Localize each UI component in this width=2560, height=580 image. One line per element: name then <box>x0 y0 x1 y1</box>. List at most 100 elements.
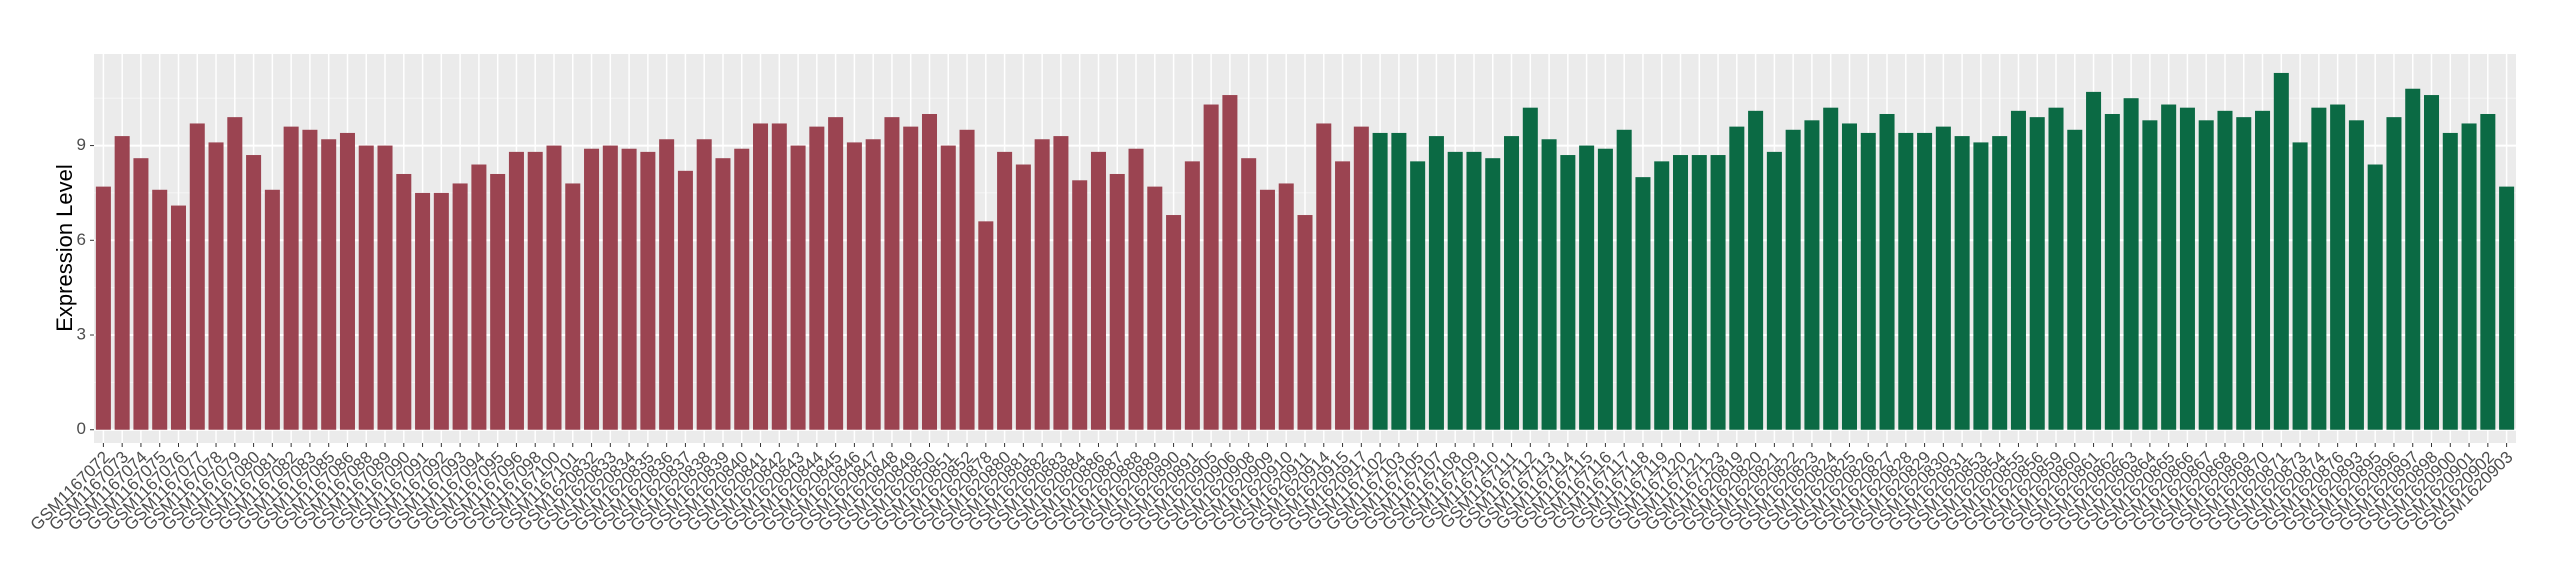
bar <box>978 221 994 430</box>
bar <box>2067 129 2083 430</box>
bar <box>2198 120 2214 430</box>
bar <box>2442 132 2458 430</box>
bar <box>1672 155 1689 430</box>
bar <box>2330 104 2346 430</box>
bar <box>1353 126 1369 430</box>
bar <box>1766 151 1782 430</box>
bar <box>527 151 543 430</box>
bar <box>809 126 825 430</box>
bar <box>2236 117 2252 430</box>
bar <box>321 139 337 430</box>
bar <box>1504 136 1520 430</box>
bar <box>490 173 506 430</box>
bar <box>1428 136 1444 430</box>
bar <box>1579 145 1595 430</box>
bar <box>433 192 449 430</box>
bar <box>621 148 637 430</box>
bar <box>415 192 431 430</box>
y-tick-label: 0 <box>77 419 86 438</box>
bar <box>2311 107 2327 430</box>
bar <box>1297 215 1313 430</box>
bar <box>2029 117 2045 430</box>
bar <box>2348 120 2364 430</box>
bar <box>1917 132 1933 430</box>
bar <box>1241 158 1257 430</box>
bar <box>1710 155 1726 430</box>
bar <box>114 136 130 430</box>
bar <box>264 189 280 430</box>
bar <box>1447 151 1463 430</box>
bar <box>753 123 769 430</box>
bar <box>2405 88 2421 430</box>
bar <box>1804 120 1820 430</box>
bar <box>227 117 243 430</box>
bar <box>1616 129 1632 430</box>
bar <box>1973 142 1989 430</box>
bar <box>95 186 111 430</box>
bar <box>1053 136 1069 430</box>
bar <box>1372 132 1388 430</box>
bar <box>302 129 318 430</box>
bar <box>1203 104 1219 430</box>
bar <box>640 151 656 430</box>
bar <box>1879 113 1895 430</box>
bar <box>1748 110 1764 430</box>
bar <box>565 183 581 430</box>
bar <box>1560 155 1576 430</box>
bar <box>2367 164 2383 430</box>
bar <box>2424 95 2440 430</box>
bar <box>734 148 750 430</box>
bar <box>358 145 374 430</box>
bar <box>170 205 186 430</box>
bar <box>1410 161 1426 430</box>
bar <box>1635 177 1651 430</box>
bar <box>133 158 149 430</box>
bar <box>584 148 600 430</box>
bar <box>1147 186 1163 430</box>
bar <box>846 142 862 430</box>
bar <box>1466 151 1482 430</box>
bar <box>2048 107 2064 430</box>
bar <box>2386 117 2402 430</box>
y-axis-title: Expression Level <box>52 164 77 332</box>
bar <box>152 189 168 430</box>
bar <box>1654 161 1670 430</box>
bar <box>771 123 787 430</box>
bar <box>1259 189 1275 430</box>
bar <box>2480 113 2496 430</box>
bar <box>283 126 299 430</box>
y-tick-label: 6 <box>77 230 86 249</box>
bar <box>1222 95 1238 430</box>
bar <box>1729 126 1745 430</box>
bar <box>2010 110 2026 430</box>
bar <box>2086 91 2102 430</box>
bar <box>2255 110 2271 430</box>
bar <box>1898 132 1914 430</box>
bar <box>1184 161 1200 430</box>
bar <box>1992 136 2008 430</box>
bar <box>997 151 1013 430</box>
bar <box>452 183 468 430</box>
bar <box>940 145 956 430</box>
bar <box>471 164 487 430</box>
bar <box>790 145 806 430</box>
bar <box>2179 107 2195 430</box>
bar <box>1034 139 1050 430</box>
bar <box>2217 110 2233 430</box>
bar <box>903 126 919 430</box>
bar <box>715 158 731 430</box>
bar <box>1128 148 1144 430</box>
bar <box>2104 113 2120 430</box>
y-tick-label: 9 <box>77 135 86 154</box>
bar <box>602 145 618 430</box>
bar <box>377 145 393 430</box>
bar <box>884 117 900 430</box>
bar <box>2123 98 2139 430</box>
bar <box>1522 107 1538 430</box>
bar <box>246 155 262 430</box>
bar <box>1166 215 1182 430</box>
bar <box>659 139 675 430</box>
bar <box>396 173 412 430</box>
bar <box>1841 123 1857 430</box>
